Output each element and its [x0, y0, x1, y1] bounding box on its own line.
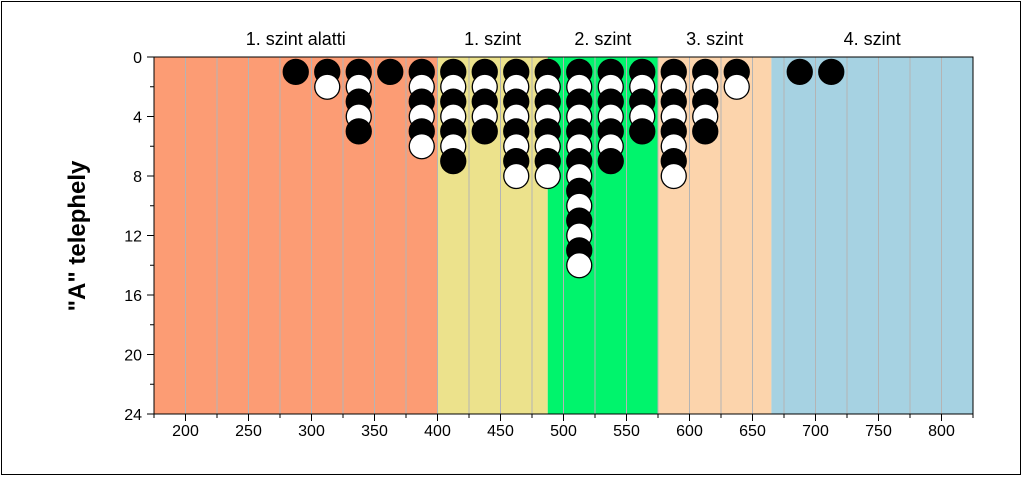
x-tick-label: 350 — [361, 423, 388, 440]
filled-marker — [786, 58, 813, 86]
zone-label-4: 3. szint — [686, 29, 743, 49]
x-tick-label: 650 — [739, 423, 766, 440]
y-tick-label: 24 — [124, 407, 142, 424]
open-marker — [566, 252, 593, 279]
zone-label-2: 1. szint — [464, 29, 521, 49]
y-tick-label: 20 — [124, 348, 142, 365]
filled-marker — [597, 147, 624, 175]
x-tick-label: 200 — [172, 423, 199, 440]
open-marker — [503, 162, 530, 190]
filled-marker — [629, 118, 656, 145]
x-tick-label: 800 — [928, 423, 955, 440]
filled-marker — [345, 118, 372, 145]
zone-label-3: 2. szint — [574, 29, 631, 49]
zone-label-5: 4. szint — [844, 29, 901, 49]
x-tick-label: 400 — [424, 423, 451, 440]
zone-band-5 — [771, 57, 973, 414]
y-tick-label: 0 — [133, 50, 142, 67]
x-tick-label: 700 — [802, 423, 829, 440]
filled-marker — [282, 58, 309, 86]
y-axis-label: "A" telephely — [64, 160, 91, 311]
open-marker — [314, 73, 341, 100]
zone-label-1: 1. szint alatti — [246, 29, 346, 49]
vertical-gridlines — [185, 57, 942, 414]
filled-marker — [377, 58, 404, 86]
y-tick-label: 16 — [124, 288, 142, 305]
filled-marker — [692, 118, 719, 145]
x-tick-label: 550 — [613, 423, 640, 440]
open-marker — [723, 73, 750, 100]
axes: 200 250 300 350 400 450 500 550 600 650 700 750 800 0… — [124, 50, 974, 440]
data-markers — [282, 58, 845, 279]
x-tick-label: 600 — [676, 423, 703, 440]
x-tick-label: 750 — [865, 423, 892, 440]
zone-band-1 — [154, 57, 438, 414]
filled-marker — [818, 58, 845, 86]
open-marker — [408, 133, 435, 160]
x-tick-label: 250 — [235, 423, 262, 440]
y-tick-label: 12 — [124, 229, 142, 246]
zone-labels: 1. szint alatti 1. szint 2. szint 3. szint 4… — [246, 29, 901, 49]
x-tick-label: 500 — [550, 423, 577, 440]
y-tick-label: 4 — [133, 110, 142, 127]
filled-marker — [471, 118, 498, 145]
x-tick-label: 450 — [487, 423, 514, 440]
open-marker — [534, 162, 561, 190]
y-tick-label: 8 — [133, 169, 142, 186]
open-marker — [660, 162, 687, 190]
filled-marker — [440, 147, 467, 175]
x-tick-label: 300 — [298, 423, 325, 440]
